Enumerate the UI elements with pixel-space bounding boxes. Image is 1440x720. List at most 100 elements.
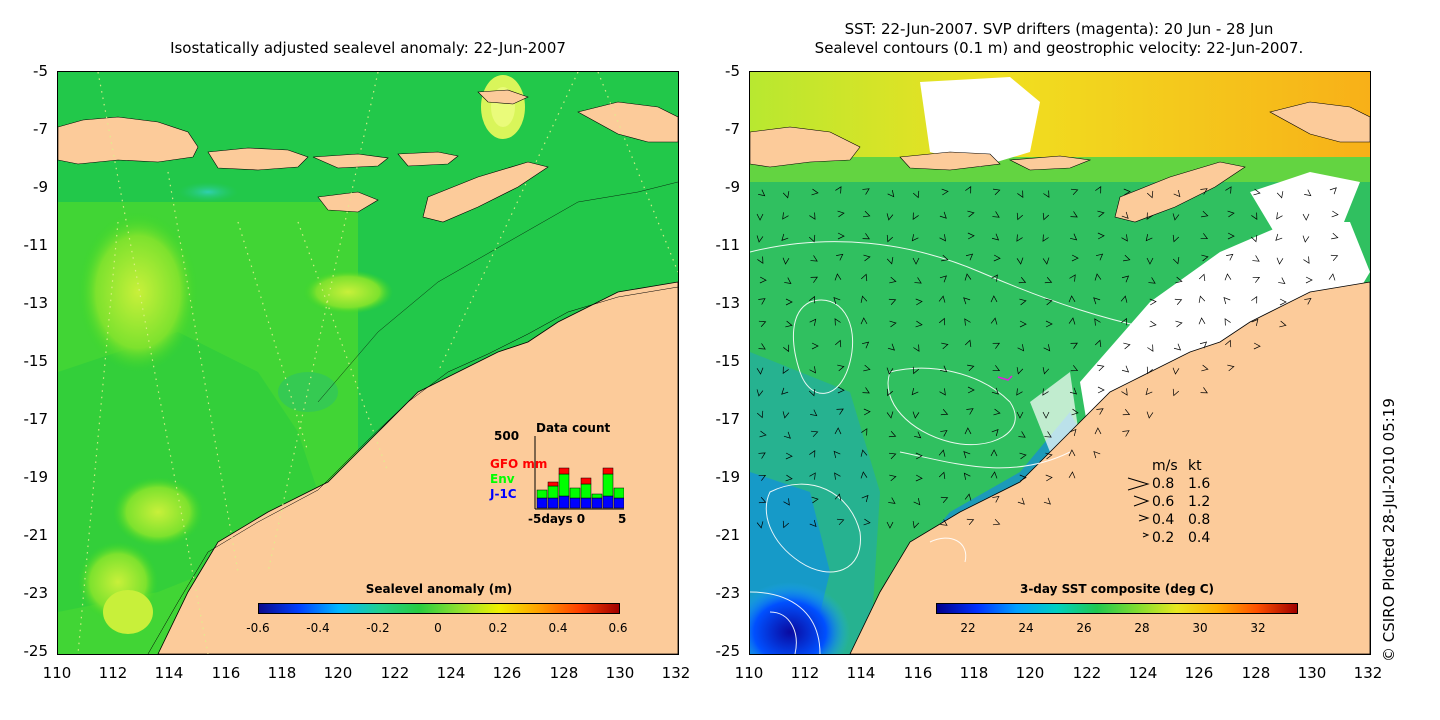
data-count-bar-segment	[591, 493, 603, 499]
velocity-arrow	[781, 233, 789, 241]
y-tick-label: -21	[23, 526, 49, 544]
data-count-x-end: 5	[618, 512, 627, 526]
velocity-arrow	[1149, 298, 1157, 306]
velocity-arrow	[1172, 234, 1180, 243]
velocity-arrow	[1042, 257, 1050, 265]
velocity-arrow	[759, 276, 767, 284]
velocity-arrow	[965, 253, 974, 261]
y-tick-label: -23	[23, 584, 49, 602]
velocity-arrow	[1121, 317, 1128, 326]
velocity-arrow	[1200, 188, 1208, 195]
velocity-arrow	[1016, 367, 1024, 375]
x-tick-label: 114	[154, 664, 184, 682]
velocity-arrow	[915, 298, 923, 306]
velocity-arrow	[863, 364, 871, 372]
velocity-arrow	[1251, 295, 1258, 304]
arrow-icon	[1127, 477, 1150, 538]
x-tick-label: 122	[1072, 664, 1102, 682]
velocity-arrow	[941, 188, 949, 196]
velocity-arrow	[992, 211, 1000, 218]
velocity-arrow	[1148, 277, 1156, 284]
velocity-arrow	[1093, 451, 1101, 459]
data-count-max: 500	[494, 429, 520, 443]
velocity-arrow	[967, 210, 975, 218]
velocity-arrow	[1097, 364, 1105, 372]
y-tick-label: -7	[725, 120, 740, 138]
velocity-arrow	[886, 521, 894, 529]
velocity-arrow	[836, 408, 844, 415]
velocity-arrow	[809, 450, 816, 458]
velocity-arrow	[1172, 256, 1180, 265]
velocity-arrow	[785, 298, 793, 306]
velocity-arrow	[782, 520, 790, 529]
velocity-arrow	[964, 339, 972, 348]
velocity-arrow	[915, 474, 923, 482]
colorbar-tick: -0.6	[246, 621, 270, 635]
velocity-arrow	[1097, 386, 1105, 394]
velocity-arrow	[1173, 189, 1181, 198]
velocity-arrow	[837, 364, 845, 372]
velocity-arrow	[783, 344, 790, 353]
y-tick-label: -19	[23, 468, 49, 486]
velocity-arrow	[1045, 320, 1053, 328]
velocity-arrow	[833, 296, 841, 305]
y-tick-label: -7	[33, 120, 48, 138]
velocity-arrow	[963, 472, 971, 480]
data-count-bar-segment	[547, 485, 559, 499]
y-tick-label: -25	[715, 642, 741, 660]
data-count-bar-segment	[602, 495, 614, 509]
data-count-x-label: -5days 0	[528, 512, 586, 526]
velocity-arrow	[861, 494, 869, 503]
velocity-arrow	[808, 388, 816, 397]
velocity-arrow	[941, 254, 949, 262]
data-count-bar-segment	[602, 473, 614, 497]
colorbar-tick: 0.6	[608, 621, 628, 635]
velocity-arrow	[836, 518, 845, 526]
velocity-arrow	[886, 367, 894, 375]
velocity-arrow	[991, 274, 998, 282]
velocity-arrow	[782, 257, 790, 265]
right-panel-title-line2: Sealevel contours (0.1 m) and geostrophi…	[814, 39, 1304, 57]
velocity-arrow	[862, 188, 870, 195]
velocity-arrow	[834, 339, 842, 348]
velocity-arrow	[911, 234, 919, 242]
data-count-bar-segment	[536, 489, 548, 499]
velocity-arrow	[964, 318, 971, 326]
velocity-arrow	[992, 188, 1001, 196]
x-tick-label: 110	[42, 664, 72, 682]
velocity-arrow	[835, 186, 842, 194]
velocity-arrow	[991, 387, 999, 395]
velocity-arrow	[1016, 388, 1023, 396]
velocity-arrow	[1016, 212, 1024, 221]
series-env: Env	[490, 472, 515, 486]
velocity-arrow	[992, 518, 1001, 526]
velocity-arrow	[1042, 411, 1050, 419]
velocity-arrow	[810, 255, 818, 262]
velocity-arrow	[966, 518, 975, 525]
velocity-arrow	[1226, 253, 1234, 261]
velocity-arrow	[1305, 276, 1313, 284]
velocity-arrow	[837, 386, 845, 394]
velocity-arrow	[1017, 190, 1024, 198]
sealevel-colorbar	[258, 603, 620, 614]
data-count-bar-segment	[569, 497, 581, 509]
velocity-arrow	[1227, 364, 1235, 372]
velocity-arrow	[860, 295, 868, 303]
velocity-arrow	[940, 496, 949, 503]
copyright-notice: © CSIRO Plotted 28-Jul-2010 05:19	[1380, 398, 1398, 662]
velocity-arrow	[811, 342, 819, 350]
velocity-arrow	[809, 366, 816, 374]
velocity-arrow	[1123, 342, 1131, 350]
left-panel-title: Isostatically adjusted sealevel anomaly:…	[170, 39, 566, 57]
velocity-arrow	[1200, 387, 1208, 394]
velocity-arrow	[939, 275, 947, 283]
velocity-arrow	[1019, 474, 1027, 482]
velocity-arrow	[941, 342, 949, 350]
legend-row-ms: 0.2	[1152, 530, 1175, 546]
y-tick-label: -21	[715, 526, 741, 544]
velocity-arrow	[861, 341, 870, 349]
velocity-arrow	[1018, 431, 1026, 438]
data-count-bar-segment	[558, 473, 570, 497]
velocity-arrow	[1253, 188, 1261, 196]
velocity-arrow	[1303, 256, 1310, 264]
